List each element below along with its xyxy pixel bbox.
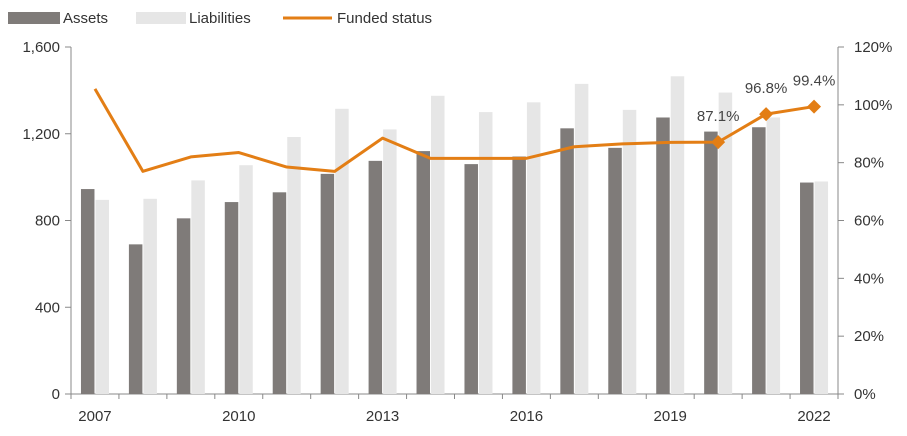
bar-assets: [464, 164, 478, 394]
x-axis-tick-label: 2016: [510, 408, 543, 425]
bar-liabilities: [431, 95, 445, 394]
marker-funded-status: [807, 99, 822, 114]
bar-liabilities: [766, 117, 781, 394]
bar-assets: [560, 128, 574, 394]
bar-assets: [80, 189, 95, 394]
left-axis-tick-label: 400: [35, 299, 60, 316]
marker-funded-status: [759, 107, 774, 122]
data-label-funded-status: 87.1%: [697, 108, 740, 125]
bar-liabilities: [95, 199, 109, 394]
bar-assets: [608, 147, 622, 394]
bar-liabilities: [239, 165, 253, 394]
bar-liabilities: [526, 102, 541, 394]
bar-liabilities: [191, 180, 205, 394]
bar-liabilities: [143, 198, 157, 394]
legend-label-liabilities: Liabilities: [189, 10, 251, 27]
right-axis-tick-label: 100%: [854, 97, 892, 114]
bar-assets: [272, 192, 287, 394]
plot-area: 0 400 800 1,200 1,600 0% 20% 40% 60% 80% 100% 120% 2…: [22, 39, 892, 425]
bar-liabilities: [718, 92, 733, 394]
line-funded-status: [93, 88, 815, 173]
legend-swatch-assets: [8, 12, 60, 24]
right-axis-tick-label: 80%: [854, 155, 884, 172]
bar-liabilities: [287, 137, 301, 395]
legend-swatch-liabilities: [136, 12, 186, 24]
x-axis-tick-label: 2022: [797, 408, 830, 425]
bar-liabilities: [574, 83, 589, 395]
bar-assets: [224, 202, 239, 394]
bar-liabilities: [622, 109, 637, 395]
marker-funded-status: [711, 135, 726, 150]
right-axis-tick-label: 40%: [854, 270, 884, 287]
left-axis-tick-label: 1,200: [22, 126, 60, 143]
bar-assets: [176, 218, 191, 394]
right-axis-tick-label: 120%: [854, 39, 892, 56]
bar-assets: [704, 131, 718, 395]
bar-assets: [416, 151, 431, 394]
left-axis-tick-label: 0: [52, 386, 60, 403]
bar-liabilities: [335, 108, 349, 394]
bar-assets: [368, 160, 383, 394]
left-axis-tick-label: 1,600: [22, 39, 60, 56]
bar-liabilities: [814, 181, 829, 394]
x-axis-tick-label: 2019: [654, 408, 687, 425]
bar-assets: [800, 182, 814, 394]
bar-liabilities: [670, 76, 685, 394]
x-axis-tick-label: 2007: [78, 408, 111, 425]
x-axis-tick-label: 2010: [222, 408, 255, 425]
bar-assets: [128, 244, 143, 394]
x-axis-tick-label: 2013: [366, 408, 399, 425]
data-label-funded-status: 96.8%: [745, 80, 788, 97]
right-axis-tick-label: 20%: [854, 328, 884, 345]
bar-liabilities: [383, 129, 397, 394]
left-axis-tick-label: 800: [35, 213, 60, 230]
right-axis-tick-label: 60%: [854, 213, 884, 230]
data-label-funded-status: 99.4%: [793, 73, 836, 90]
bar-assets: [320, 173, 335, 394]
bar-liabilities: [478, 112, 493, 394]
bar-assets: [512, 156, 526, 394]
bar-assets: [752, 127, 766, 395]
legend: Assets Liabilities Funded status: [8, 10, 432, 27]
legend-label-assets: Assets: [63, 10, 108, 27]
bar-assets: [656, 117, 670, 394]
right-axis-tick-label: 0%: [854, 386, 876, 403]
legend-label-funded-status: Funded status: [337, 10, 432, 27]
